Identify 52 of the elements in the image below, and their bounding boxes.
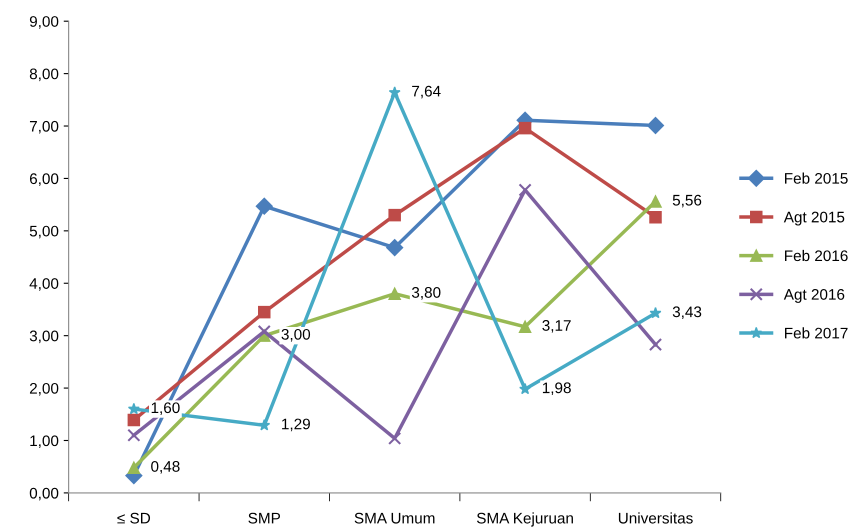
data-label: 1,60 bbox=[152, 402, 180, 415]
data-label: 3,00 bbox=[282, 328, 310, 342]
y-tick-label: 4,00 bbox=[30, 278, 58, 291]
data-label: 7,64 bbox=[412, 86, 441, 98]
y-tick-label: 5,00 bbox=[30, 226, 58, 238]
point bbox=[518, 122, 532, 134]
y-tick-label: 9,00 bbox=[30, 16, 58, 29]
point bbox=[386, 239, 404, 256]
point bbox=[388, 287, 401, 300]
point bbox=[646, 116, 664, 134]
x-tick-label: SMA Umum bbox=[354, 512, 434, 524]
point bbox=[128, 414, 140, 426]
data-label: 1,98 bbox=[542, 382, 571, 396]
point bbox=[388, 208, 401, 222]
data-label: 3,43 bbox=[672, 306, 702, 320]
point bbox=[128, 461, 140, 474]
legend-label: Feb 2016 bbox=[785, 250, 848, 262]
legend-label: Feb 2015 bbox=[785, 172, 848, 184]
point bbox=[648, 338, 662, 352]
point bbox=[388, 432, 402, 445]
point bbox=[518, 183, 532, 197]
point bbox=[519, 382, 532, 394]
point bbox=[650, 306, 662, 318]
x-tick-label: Universitas bbox=[618, 512, 693, 524]
point bbox=[258, 306, 271, 318]
x-tick-label: ≤ SD bbox=[117, 512, 150, 524]
legend-label: Feb 2017 bbox=[785, 327, 848, 339]
legend-label: Agt 2015 bbox=[784, 212, 844, 226]
point bbox=[518, 320, 532, 334]
point bbox=[649, 210, 662, 224]
point bbox=[256, 198, 273, 215]
data-label: 0,48 bbox=[151, 461, 180, 474]
y-tick-label: 3,00 bbox=[30, 330, 58, 344]
y-tick-label: 6,00 bbox=[30, 173, 58, 186]
y-tick-label: 7,00 bbox=[30, 120, 58, 134]
point bbox=[128, 402, 140, 414]
legend-label: Agt 2016 bbox=[784, 289, 844, 303]
x-tick-label: SMP bbox=[248, 512, 280, 524]
y-tick-label: 1,00 bbox=[30, 435, 58, 448]
point bbox=[649, 195, 662, 208]
data-label: 3,17 bbox=[542, 320, 571, 333]
point bbox=[388, 86, 401, 98]
data-label: 3,80 bbox=[412, 287, 440, 300]
data-label: 5,56 bbox=[672, 194, 702, 208]
y-tick-label: 0,00 bbox=[30, 488, 58, 500]
data-label: 1,29 bbox=[282, 418, 310, 432]
point bbox=[127, 428, 140, 442]
x-tick-label: SMA Kejuruan bbox=[476, 512, 573, 527]
y-tick-label: 8,00 bbox=[30, 68, 58, 82]
point bbox=[258, 419, 270, 430]
point bbox=[258, 324, 271, 338]
y-tick-label: 2,00 bbox=[30, 382, 58, 396]
